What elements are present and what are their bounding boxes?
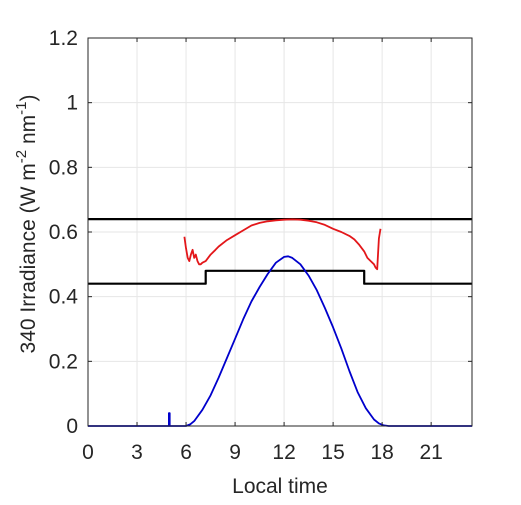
x-tick-labels: 0 3 6 9 12 15 18 21 (82, 441, 443, 464)
x-tick-label: 15 (321, 441, 344, 464)
y-tick-labels: 0 0.2 0.4 0.6 0.8 1 1.2 (49, 27, 79, 438)
x-tick-label: 12 (272, 441, 295, 464)
y-axis-label-mid: nm (17, 115, 40, 150)
axis-ticks (87, 37, 472, 427)
grid-lines (87, 37, 472, 427)
y-tick-label: 0 (66, 415, 78, 438)
series-line-4 (88, 255, 472, 427)
x-tick-label: 21 (419, 441, 442, 464)
y-tick-label: 0.2 (49, 350, 78, 373)
series-line-3 (183, 218, 382, 271)
x-tick-label: 0 (82, 441, 94, 464)
x-tick-label: 3 (131, 441, 143, 464)
y-axis-label-sup1: -2 (13, 150, 30, 163)
y-tick-label: 0.6 (49, 221, 78, 244)
y-axis-label-end: ) (17, 95, 40, 102)
y-tick-label: 0.4 (49, 286, 79, 309)
y-tick-label: 1 (66, 92, 78, 115)
series-line-2 (88, 269, 472, 285)
x-axis-label: Local time (232, 475, 328, 498)
x-tick-label: 18 (370, 441, 393, 464)
y-axis-label-main: 340 Irradiance (W m (17, 163, 40, 353)
x-tick-label: 6 (180, 441, 192, 464)
y-axis-label-sup2: -1 (13, 102, 30, 115)
y-axis-label: 340 Irradiance (W m-2 nm-1) (13, 95, 40, 354)
x-tick-label: 9 (229, 441, 241, 464)
y-tick-label: 0.8 (49, 156, 78, 179)
y-tick-label: 1.2 (49, 27, 78, 50)
series-lines (88, 218, 472, 427)
